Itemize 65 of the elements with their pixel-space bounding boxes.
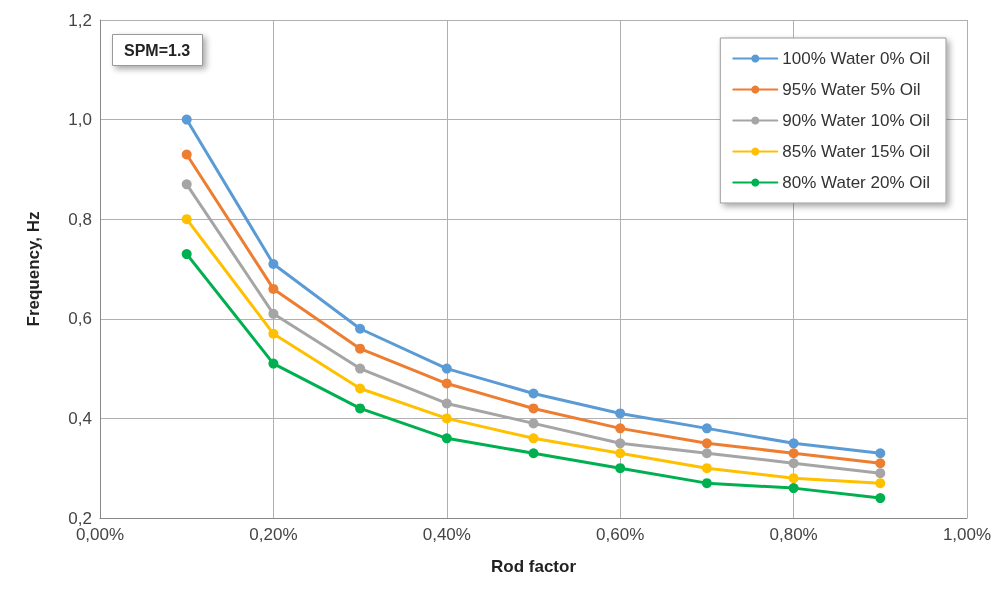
point — [441, 398, 452, 409]
point — [181, 149, 192, 160]
point — [701, 423, 712, 434]
point — [701, 463, 712, 474]
point — [615, 408, 626, 419]
point — [788, 448, 799, 459]
point — [788, 438, 799, 449]
point — [701, 478, 712, 489]
point — [788, 473, 799, 484]
y-tick-label: 1,2 — [68, 10, 92, 30]
point — [268, 259, 279, 270]
point — [181, 249, 192, 260]
point — [788, 458, 799, 469]
point — [355, 383, 366, 394]
point — [875, 458, 886, 469]
legend-label: 80% Water 20% Oil — [782, 173, 931, 192]
point — [355, 323, 366, 334]
point — [875, 478, 886, 489]
point — [268, 328, 279, 339]
y-tick-label: 0,6 — [68, 309, 92, 329]
annotation: SPM=1.3 — [124, 41, 191, 59]
point — [528, 388, 539, 399]
legend-label: 100% Water 0% Oil — [782, 49, 931, 68]
y-tick-label: 0,8 — [68, 209, 92, 229]
point — [441, 413, 452, 424]
point — [355, 343, 366, 354]
point — [615, 438, 626, 449]
point — [181, 214, 192, 225]
point — [875, 448, 886, 459]
point — [528, 433, 539, 444]
point — [268, 308, 279, 319]
y-tick-label: 0,2 — [68, 508, 92, 528]
legend-label: 90% Water 10% Oil — [782, 111, 931, 130]
point — [268, 283, 279, 294]
y-axis-title: Frequency, Hz — [24, 211, 43, 327]
point — [788, 483, 799, 494]
point — [875, 468, 886, 479]
x-tick-label: 0,00% — [75, 525, 125, 544]
point — [528, 418, 539, 429]
point — [701, 448, 712, 459]
point — [528, 448, 539, 459]
point — [701, 438, 712, 449]
x-tick-label: 1,00% — [942, 525, 992, 544]
point — [181, 114, 192, 125]
point — [441, 378, 452, 389]
x-tick-label: 0,20% — [249, 525, 298, 544]
point — [355, 403, 366, 414]
y-tick-label: 1,0 — [68, 110, 92, 130]
x-tick-label: 0,80% — [769, 525, 818, 544]
point — [181, 179, 192, 190]
point — [441, 363, 452, 374]
x-tick-label: 0,60% — [596, 525, 645, 544]
x-tick-label: 0,40% — [422, 525, 471, 544]
point — [528, 403, 539, 414]
y-tick-label: 0,4 — [68, 408, 92, 428]
point — [875, 493, 886, 504]
legend-label: 85% Water 15% Oil — [782, 142, 931, 161]
legend-label: 95% Water 5% Oil — [782, 80, 921, 99]
x-axis-title: Rod factor — [491, 557, 577, 576]
point — [355, 363, 366, 374]
point — [615, 423, 626, 434]
point — [615, 448, 626, 459]
point — [615, 463, 626, 474]
point — [268, 358, 279, 369]
point — [441, 433, 452, 444]
